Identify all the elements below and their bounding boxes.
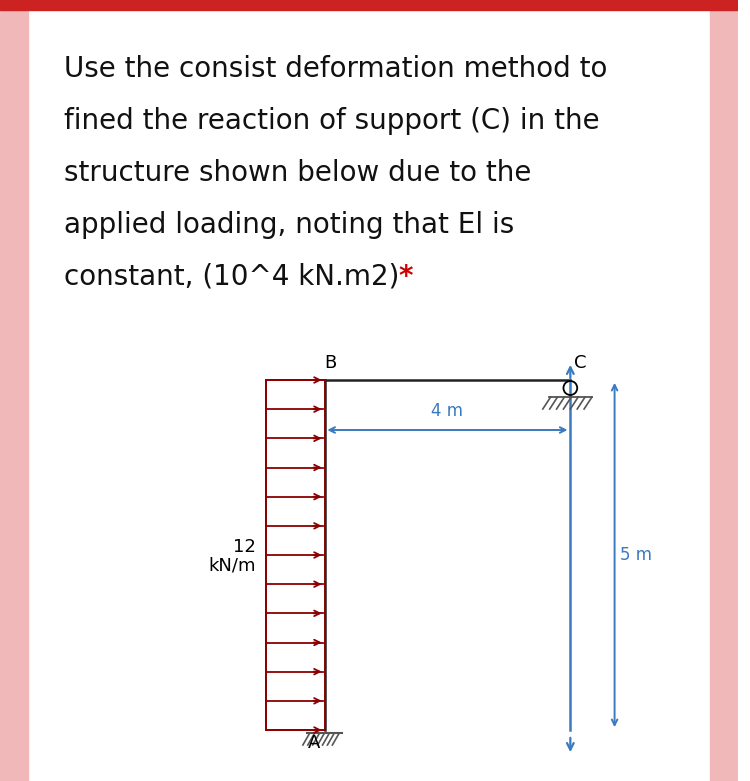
- Text: 4 m: 4 m: [431, 402, 464, 420]
- Text: 12: 12: [232, 538, 256, 556]
- Bar: [266, 380, 325, 730]
- Bar: [0, 0, 737, 10]
- Text: 5 m: 5 m: [620, 546, 652, 564]
- Text: A: A: [308, 734, 320, 752]
- Bar: [0, 0, 28, 781]
- Text: structure shown below due to the: structure shown below due to the: [64, 159, 531, 187]
- Text: Use the consist deformation method to: Use the consist deformation method to: [64, 55, 608, 83]
- Text: constant, (10^4 kN.m2): constant, (10^4 kN.m2): [64, 263, 408, 291]
- Bar: [710, 0, 737, 781]
- Text: B: B: [325, 354, 337, 372]
- Text: applied loading, noting that El is: applied loading, noting that El is: [64, 211, 515, 239]
- Text: C: C: [574, 354, 586, 372]
- Text: kN/m: kN/m: [209, 556, 256, 574]
- Text: *: *: [398, 263, 412, 291]
- Text: fined the reaction of support (C) in the: fined the reaction of support (C) in the: [64, 107, 599, 135]
